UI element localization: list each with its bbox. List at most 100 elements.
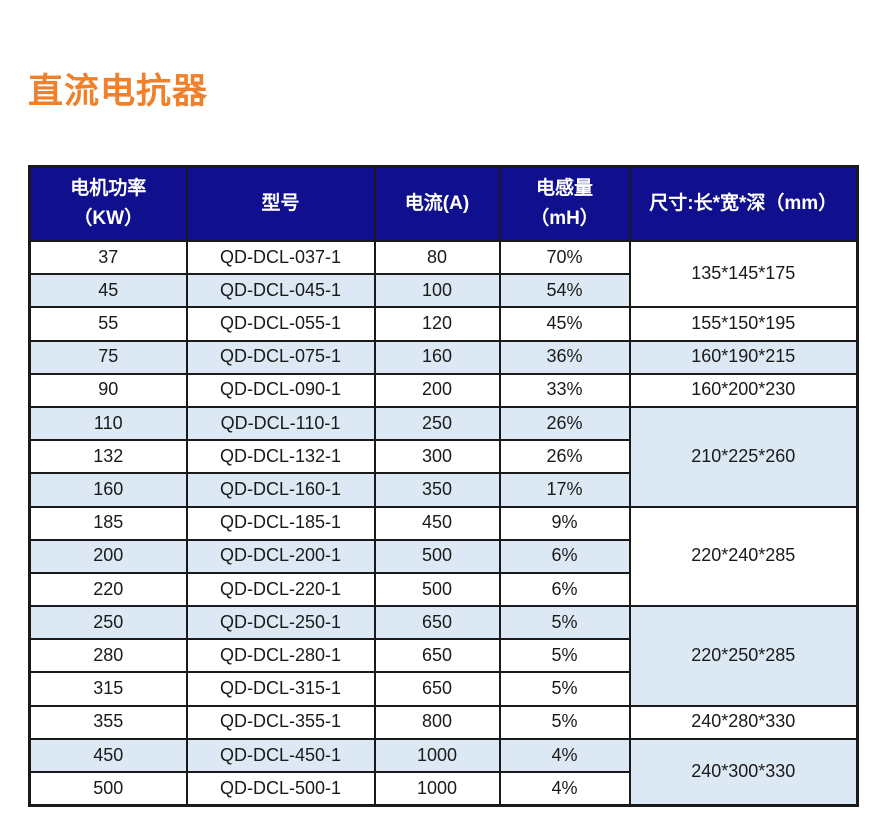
inductance-cell: 6%: [498, 538, 631, 574]
table-row: 160 QD-DCL-160-1 350 17%: [28, 472, 858, 508]
table-row: 250 QD-DCL-250-1 650 5% 220*250*285: [28, 605, 859, 707]
model-cell: QD-DCL-090-1: [185, 372, 376, 408]
current-cell: 650: [373, 605, 501, 641]
inductance-cell: 17%: [498, 472, 631, 508]
dimension-cell: 155*150*195: [628, 306, 859, 342]
column-header-2: 电流(A): [373, 165, 501, 242]
dimension-cell: 240*300*330: [628, 737, 859, 807]
model-cell: QD-DCL-185-1: [185, 505, 376, 541]
inductance-cell: 5%: [498, 671, 631, 707]
model-cell: QD-DCL-200-1: [185, 538, 376, 574]
column-header-4: 尺寸:长*宽*深（mm）: [628, 165, 859, 242]
power-cell: 160: [28, 472, 188, 508]
model-cell: QD-DCL-220-1: [185, 571, 376, 608]
current-cell: 650: [373, 638, 501, 674]
power-cell: 55: [28, 306, 188, 342]
dc-reactor-spec-table: 电机功率 （KW） 型号 电流(A) 电感量 （mH） 尺寸:长*宽*深（mm） 37 QD-…: [28, 165, 859, 808]
model-cell: QD-DCL-280-1: [185, 638, 376, 674]
power-cell: 280: [28, 638, 188, 674]
table-row: 37 QD-DCL-037-1 80 70% 135*145*175: [28, 239, 859, 309]
inductance-cell: 33%: [498, 372, 631, 408]
table-row: 500 QD-DCL-500-1 1000 4%: [28, 771, 858, 807]
model-cell: QD-DCL-055-1: [185, 306, 376, 342]
table-body: 37 QD-DCL-037-1 80 70% 135*145*175 45 QD-DCL-0…: [28, 239, 859, 807]
current-cell: 500: [373, 571, 501, 608]
table-row: 280 QD-DCL-280-1 650 5%: [28, 638, 858, 674]
page-title: 直流电抗器: [28, 72, 209, 112]
power-cell: 315: [28, 671, 188, 707]
table-row: 355 QD-DCL-355-1 800 5% 240*280*330: [28, 704, 859, 740]
model-cell: QD-DCL-250-1: [185, 605, 376, 641]
current-cell: 450: [373, 505, 501, 541]
table-row: 220 QD-DCL-220-1 500 6%: [28, 571, 858, 608]
column-header-3: 电感量 （mH）: [498, 165, 631, 242]
table-row: 55 QD-DCL-055-1 120 45% 155*150*195: [28, 306, 859, 342]
power-cell: 75: [28, 339, 188, 375]
model-cell: QD-DCL-132-1: [185, 439, 376, 475]
inductance-cell: 36%: [498, 339, 631, 375]
power-cell: 45: [28, 273, 188, 309]
dimension-cell: 220*250*285: [628, 605, 859, 707]
power-cell: 355: [28, 704, 188, 740]
power-cell: 37: [28, 239, 188, 276]
current-cell: 300: [373, 439, 501, 475]
table-row: 315 QD-DCL-315-1 650 5%: [28, 671, 858, 707]
power-cell: 90: [28, 372, 188, 408]
dimension-cell: 135*145*175: [628, 239, 859, 309]
table-row: 185 QD-DCL-185-1 450 9% 220*240*285: [28, 505, 859, 608]
table-row: 90 QD-DCL-090-1 200 33% 160*200*230: [28, 372, 859, 408]
table-row: 200 QD-DCL-200-1 500 6%: [28, 538, 858, 574]
table-row: 75 QD-DCL-075-1 160 36% 160*190*215: [28, 339, 859, 375]
model-cell: QD-DCL-075-1: [185, 339, 376, 375]
power-cell: 250: [28, 605, 188, 641]
inductance-cell: 26%: [498, 439, 631, 475]
table-header-row: 电机功率 （KW） 型号 电流(A) 电感量 （mH） 尺寸:长*宽*深（mm）: [28, 165, 859, 242]
current-cell: 80: [373, 239, 501, 276]
dimension-cell: 160*190*215: [628, 339, 859, 375]
power-cell: 110: [28, 405, 188, 442]
power-cell: 200: [28, 538, 188, 574]
column-header-1: 型号: [185, 165, 376, 242]
model-cell: QD-DCL-355-1: [185, 704, 376, 740]
inductance-cell: 5%: [498, 605, 631, 641]
inductance-cell: 4%: [498, 737, 631, 774]
table-row: 132 QD-DCL-132-1 300 26%: [28, 439, 858, 475]
current-cell: 100: [373, 273, 501, 309]
table-row: 45 QD-DCL-045-1 100 54%: [28, 273, 858, 309]
current-cell: 350: [373, 472, 501, 508]
model-cell: QD-DCL-110-1: [185, 405, 376, 442]
dimension-cell: 160*200*230: [628, 372, 859, 408]
model-cell: QD-DCL-450-1: [185, 737, 376, 774]
current-cell: 500: [373, 538, 501, 574]
current-cell: 120: [373, 306, 501, 342]
power-cell: 220: [28, 571, 188, 608]
inductance-cell: 5%: [498, 704, 631, 740]
current-cell: 250: [373, 405, 501, 442]
current-cell: 160: [373, 339, 501, 375]
current-cell: 1000: [373, 771, 501, 807]
inductance-cell: 4%: [498, 771, 631, 807]
inductance-cell: 6%: [498, 571, 631, 608]
inductance-cell: 70%: [498, 239, 631, 276]
model-cell: QD-DCL-500-1: [185, 771, 376, 807]
model-cell: QD-DCL-315-1: [185, 671, 376, 707]
current-cell: 650: [373, 671, 501, 707]
inductance-cell: 5%: [498, 638, 631, 674]
column-header-0: 电机功率 （KW）: [28, 165, 188, 242]
current-cell: 800: [373, 704, 501, 740]
inductance-cell: 45%: [498, 306, 631, 342]
power-cell: 450: [28, 737, 188, 774]
inductance-cell: 26%: [498, 405, 631, 442]
current-cell: 200: [373, 372, 501, 408]
dimension-cell: 240*280*330: [628, 704, 859, 740]
inductance-cell: 54%: [498, 273, 631, 309]
inductance-cell: 9%: [498, 505, 631, 541]
model-cell: QD-DCL-037-1: [185, 239, 376, 276]
current-cell: 1000: [373, 737, 501, 774]
model-cell: QD-DCL-045-1: [185, 273, 376, 309]
power-cell: 500: [28, 771, 188, 807]
dimension-cell: 210*225*260: [628, 405, 859, 508]
table-row: 110 QD-DCL-110-1 250 26% 210*225*260: [28, 405, 859, 508]
power-cell: 185: [28, 505, 188, 541]
power-cell: 132: [28, 439, 188, 475]
